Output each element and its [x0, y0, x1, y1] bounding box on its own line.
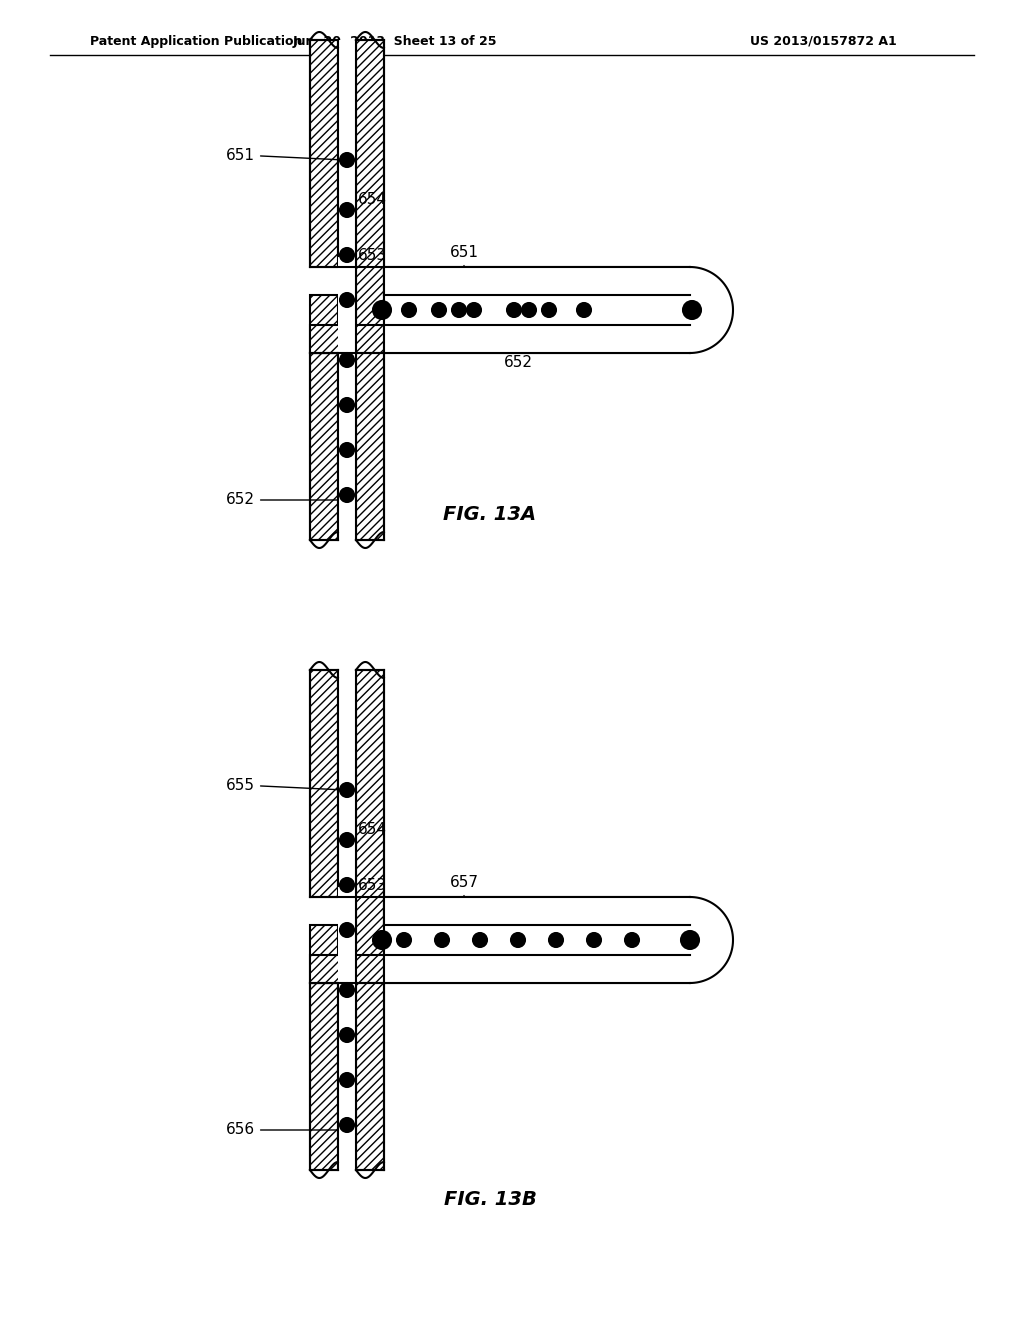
Bar	[310, 983, 338, 1170]
Bar	[310, 671, 338, 898]
Text: 654: 654	[341, 193, 387, 214]
Text: 653: 653	[341, 878, 387, 894]
Circle shape	[340, 923, 354, 937]
Circle shape	[467, 304, 481, 317]
Bar	[310, 294, 338, 352]
Text: FIG. 13B: FIG. 13B	[443, 1191, 537, 1209]
Bar	[338, 294, 356, 325]
Circle shape	[683, 301, 701, 319]
Circle shape	[452, 304, 466, 317]
Text: 651: 651	[450, 246, 478, 288]
Text: 652: 652	[485, 313, 534, 370]
Bar	[310, 352, 338, 540]
Circle shape	[473, 933, 487, 946]
Circle shape	[340, 399, 354, 412]
Bar	[338, 40, 356, 540]
Text: FIG. 13A: FIG. 13A	[443, 506, 537, 524]
Bar	[384, 294, 690, 325]
Circle shape	[507, 304, 521, 317]
Circle shape	[511, 933, 525, 946]
Bar	[356, 40, 384, 540]
Circle shape	[397, 933, 411, 946]
Circle shape	[340, 983, 354, 997]
Bar	[338, 925, 356, 954]
Text: 653: 653	[341, 248, 387, 264]
Circle shape	[340, 248, 354, 261]
Circle shape	[340, 444, 354, 457]
Bar	[356, 671, 384, 1170]
Circle shape	[340, 293, 354, 308]
Text: Patent Application Publication: Patent Application Publication	[90, 36, 302, 48]
Circle shape	[549, 933, 563, 946]
Text: 652: 652	[226, 492, 344, 507]
Circle shape	[340, 783, 354, 797]
Circle shape	[435, 933, 449, 946]
Bar	[384, 267, 690, 294]
Circle shape	[340, 352, 354, 367]
Circle shape	[340, 1028, 354, 1041]
Text: US 2013/0157872 A1: US 2013/0157872 A1	[750, 36, 897, 48]
Text: 654: 654	[341, 822, 387, 843]
Text: 656: 656	[226, 1122, 344, 1138]
Bar	[310, 325, 384, 352]
Circle shape	[587, 933, 601, 946]
Circle shape	[340, 1118, 354, 1133]
Circle shape	[340, 833, 354, 847]
Circle shape	[340, 1073, 354, 1086]
Bar	[310, 40, 338, 267]
Circle shape	[340, 878, 354, 892]
Bar	[384, 267, 690, 352]
Circle shape	[340, 153, 354, 168]
Text: 657: 657	[450, 875, 478, 917]
Circle shape	[577, 304, 591, 317]
Bar	[338, 671, 356, 1170]
Circle shape	[340, 203, 354, 216]
Circle shape	[402, 304, 416, 317]
Bar	[384, 898, 690, 925]
Text: Jun. 20, 2013  Sheet 13 of 25: Jun. 20, 2013 Sheet 13 of 25	[293, 36, 498, 48]
Circle shape	[522, 304, 536, 317]
Circle shape	[681, 931, 699, 949]
Bar	[384, 898, 690, 983]
Circle shape	[432, 304, 446, 317]
Bar	[384, 925, 690, 954]
Bar	[310, 954, 384, 983]
Circle shape	[542, 304, 556, 317]
Circle shape	[625, 933, 639, 946]
Bar	[669, 898, 712, 983]
Bar	[384, 954, 690, 983]
Bar	[669, 267, 712, 352]
Text: 655: 655	[226, 777, 342, 792]
Circle shape	[373, 301, 391, 319]
Bar	[384, 325, 690, 352]
Text: 651: 651	[226, 148, 342, 162]
Circle shape	[340, 488, 354, 502]
Bar	[310, 925, 338, 983]
Circle shape	[373, 931, 391, 949]
